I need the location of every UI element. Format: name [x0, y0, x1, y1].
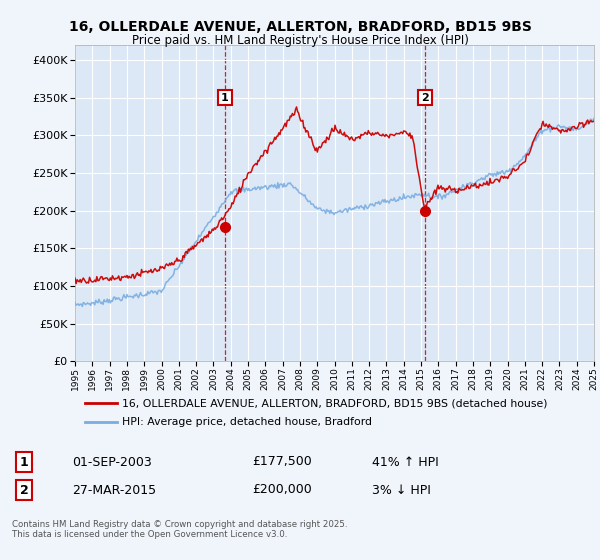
Text: 2: 2: [20, 483, 28, 497]
Text: £200,000: £200,000: [252, 483, 312, 497]
Text: Price paid vs. HM Land Registry's House Price Index (HPI): Price paid vs. HM Land Registry's House …: [131, 34, 469, 46]
Text: 16, OLLERDALE AVENUE, ALLERTON, BRADFORD, BD15 9BS: 16, OLLERDALE AVENUE, ALLERTON, BRADFORD…: [68, 20, 532, 34]
Text: 3% ↓ HPI: 3% ↓ HPI: [372, 483, 431, 497]
Text: 01-SEP-2003: 01-SEP-2003: [72, 455, 152, 469]
Text: HPI: Average price, detached house, Bradford: HPI: Average price, detached house, Brad…: [122, 417, 372, 427]
Text: £177,500: £177,500: [252, 455, 312, 469]
Text: 2: 2: [421, 92, 429, 102]
Text: 1: 1: [221, 92, 229, 102]
Text: 27-MAR-2015: 27-MAR-2015: [72, 483, 156, 497]
Text: 16, OLLERDALE AVENUE, ALLERTON, BRADFORD, BD15 9BS (detached house): 16, OLLERDALE AVENUE, ALLERTON, BRADFORD…: [122, 398, 547, 408]
Text: 1: 1: [20, 455, 28, 469]
Text: 41% ↑ HPI: 41% ↑ HPI: [372, 455, 439, 469]
Text: Contains HM Land Registry data © Crown copyright and database right 2025.
This d: Contains HM Land Registry data © Crown c…: [12, 520, 347, 539]
